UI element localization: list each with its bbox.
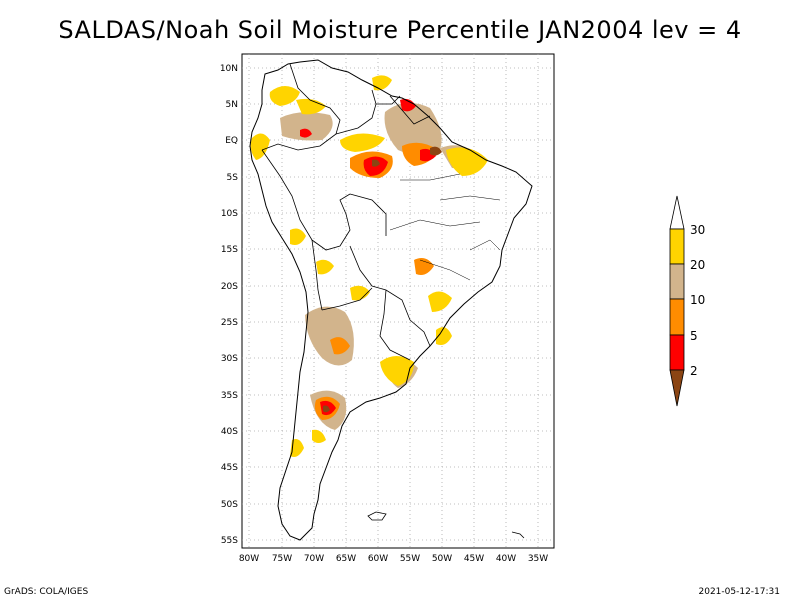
- coastline: [249, 59, 533, 541]
- lon-tick-label: 80W: [239, 554, 259, 564]
- lat-tick-label: 25S: [221, 318, 238, 328]
- lat-tick-label: 55S: [221, 536, 238, 546]
- legend-label: 2: [690, 364, 698, 378]
- lon-tick-label: 40W: [496, 554, 516, 564]
- lon-tick-label: 35W: [528, 554, 548, 564]
- chart-title: SALDAS/Noah Soil Moisture Percentile JAN…: [58, 16, 742, 44]
- lat-tick-label: 40S: [221, 427, 238, 437]
- map-frame: [241, 53, 555, 549]
- lat-tick-label: 20S: [221, 282, 238, 292]
- legend-swatch-2-5: [669, 334, 685, 371]
- falkland-islands: [367, 511, 387, 521]
- legend-swatch-below-2: [669, 369, 685, 407]
- lat-tick-label: 35S: [221, 391, 238, 401]
- lon-tick-labels: 80W 75W 70W 65W 60W 55W 50W 45W 40W 35W: [239, 554, 548, 564]
- lat-tick-labels: 10N 5N EQ 5S 10S 15S 20S 25S 30S 35S 40S…: [220, 64, 238, 546]
- legend-label: 5: [690, 329, 698, 343]
- legend-swatch-5-10: [669, 298, 685, 336]
- lon-tick-label: 45W: [464, 554, 484, 564]
- lat-tick-label: 10S: [221, 209, 238, 219]
- footer-timestamp: 2021-05-12-17:31: [698, 587, 781, 597]
- legend-swatch-20-30: [669, 228, 685, 265]
- legend-label: 30: [690, 223, 705, 237]
- lat-tick-label: 50S: [221, 500, 238, 510]
- legend-label: 10: [690, 293, 705, 307]
- lon-tick-label: 75W: [272, 554, 292, 564]
- lat-tick-label: 15S: [221, 245, 238, 255]
- lat-tick-label: 45S: [221, 463, 238, 473]
- legend-swatch-10-20: [669, 263, 685, 300]
- lon-tick-label: 50W: [432, 554, 452, 564]
- internal-boundaries: [389, 173, 501, 281]
- lon-tick-label: 55W: [400, 554, 420, 564]
- lat-tick-label: 10N: [220, 64, 238, 74]
- footer-credit: GrADS: COLA/IGES: [4, 587, 89, 597]
- lon-tick-label: 70W: [304, 554, 324, 564]
- lat-tick-label: 5N: [226, 100, 238, 110]
- south-georgia: [511, 531, 525, 539]
- color-legend: 30 20 10 5 2: [669, 195, 705, 407]
- lat-tick-label: EQ: [225, 136, 238, 146]
- soil-moisture-shading: [250, 75, 488, 457]
- legend-label: 20: [690, 258, 705, 272]
- lat-tick-label: 30S: [221, 354, 238, 364]
- country-borders: [261, 63, 431, 361]
- lat-tick-label: 5S: [227, 173, 239, 183]
- lon-tick-label: 60W: [368, 554, 388, 564]
- legend-swatch-above-30: [669, 195, 685, 230]
- lon-tick-label: 65W: [336, 554, 356, 564]
